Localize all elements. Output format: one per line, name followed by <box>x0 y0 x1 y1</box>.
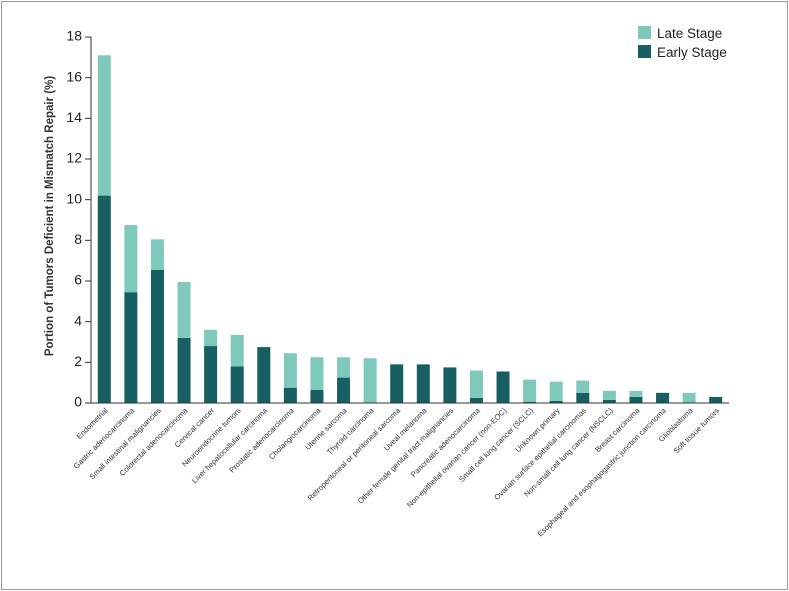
bar-late-stage-non-small-cell-lung-cancer-nsclc <box>602 390 616 400</box>
y-tick-label: 10 <box>66 190 82 206</box>
bar-early-stage-non-epithelial-ovarian-cancer-non-eoc <box>496 371 510 403</box>
bar-early-stage-unknown-primary <box>549 400 563 403</box>
bar-late-stage-colorectal-adenocarcinoma <box>177 282 191 338</box>
bar-early-stage-neuroendocrine-tumors <box>230 366 244 403</box>
y-tick-label: 4 <box>74 312 82 328</box>
legend-swatch-late-stage <box>638 26 651 39</box>
bars <box>97 55 723 403</box>
bar-late-stage-cholangiocarcinoma <box>310 357 324 390</box>
y-tick-label: 14 <box>66 109 82 125</box>
bar-early-stage-cervical-cancer <box>204 346 218 403</box>
x-tick-label: Other female genital tract malignancies <box>356 406 456 506</box>
bar-late-stage-breast-carcinoma <box>629 390 643 397</box>
legend-label-early-stage: Early Stage <box>657 45 727 60</box>
bar-early-stage-uveal-melanoma <box>416 364 430 403</box>
bar-late-stage-neuroendocrine-tumors <box>230 334 244 367</box>
y-tick-label: 2 <box>74 353 82 369</box>
bar-early-stage-cholangiocarcinoma <box>310 389 324 403</box>
bar-early-stage-liver-hepatocellular-carcinoma <box>257 347 271 403</box>
legend-label-late-stage: Late Stage <box>657 26 722 41</box>
y-tick-label: 16 <box>66 68 82 84</box>
bar-late-stage-prostatic-adenocarcinoma <box>283 353 297 388</box>
bar-late-stage-cervical-cancer <box>204 329 218 347</box>
bar-early-stage-ovarian-surface-epithelial-carcinomas <box>576 392 590 403</box>
y-tick-label: 0 <box>74 394 82 410</box>
x-tick-label: Thyroid carcinoma <box>325 406 376 457</box>
bar-late-stage-uterine-sarcoma <box>337 357 351 378</box>
y-tick-label: 18 <box>66 28 82 44</box>
bar-early-stage-esophageal-and-esophagogastric-junction-carcinoma <box>656 392 670 403</box>
bar-early-stage-breast-carcinoma <box>629 396 643 403</box>
bar-late-stage-small-intestinal-malignancies <box>150 239 164 270</box>
bar-early-stage-pancreatic-adenocarcinoma <box>469 397 483 403</box>
bar-late-stage-unknown-primary <box>549 381 563 401</box>
y-tick-label: 6 <box>74 272 82 288</box>
legend-swatch-early-stage <box>638 45 651 58</box>
bar-late-stage-pancreatic-adenocarcinoma <box>469 370 483 398</box>
y-axis: 0 2 4 6 8 10 12 14 16 18 <box>66 28 92 410</box>
bar-late-stage-gastric-adenocarcinoma <box>124 225 138 293</box>
bar-early-stage-soft-tissue-tumors <box>709 396 723 403</box>
bar-late-stage-thyroid-carcinoma <box>363 358 377 403</box>
bar-early-stage-uterine-sarcoma <box>337 377 351 403</box>
bar-late-stage-ovarian-surface-epithelial-carcinomas <box>576 380 590 393</box>
bar-late-stage-glioblastoma <box>682 392 696 403</box>
bar-early-stage-colorectal-adenocarcinoma <box>177 337 191 403</box>
bar-late-stage-endometrial <box>97 55 111 196</box>
x-tick-label: Soft tissue tumors <box>672 406 721 455</box>
y-tick-label: 8 <box>74 231 82 247</box>
bar-early-stage-other-female-genital-tract-malignancies <box>443 367 457 403</box>
bar-early-stage-prostatic-adenocarcinoma <box>283 387 297 403</box>
bar-early-stage-endometrial <box>97 195 111 403</box>
bar-early-stage-small-intestinal-malignancies <box>150 269 164 403</box>
bar-early-stage-non-small-cell-lung-cancer-nsclc <box>602 399 616 403</box>
x-tick-label: Esophageal and esophagogastric junction … <box>536 406 669 539</box>
bar-late-stage-small-cell-lung-cancer-sclc <box>523 379 537 402</box>
bar-early-stage-gastric-adenocarcinoma <box>124 292 138 403</box>
bar-early-stage-retroperitoneal-or-peritoneal-sarcoma <box>390 364 404 403</box>
y-axis-label: Portion of Tumors Deficient in Mismatch … <box>44 76 56 356</box>
bar-early-stage-small-cell-lung-cancer-sclc <box>523 401 537 403</box>
legend: Late Stage Early Stage <box>638 26 727 60</box>
y-tick-label: 12 <box>66 150 82 166</box>
